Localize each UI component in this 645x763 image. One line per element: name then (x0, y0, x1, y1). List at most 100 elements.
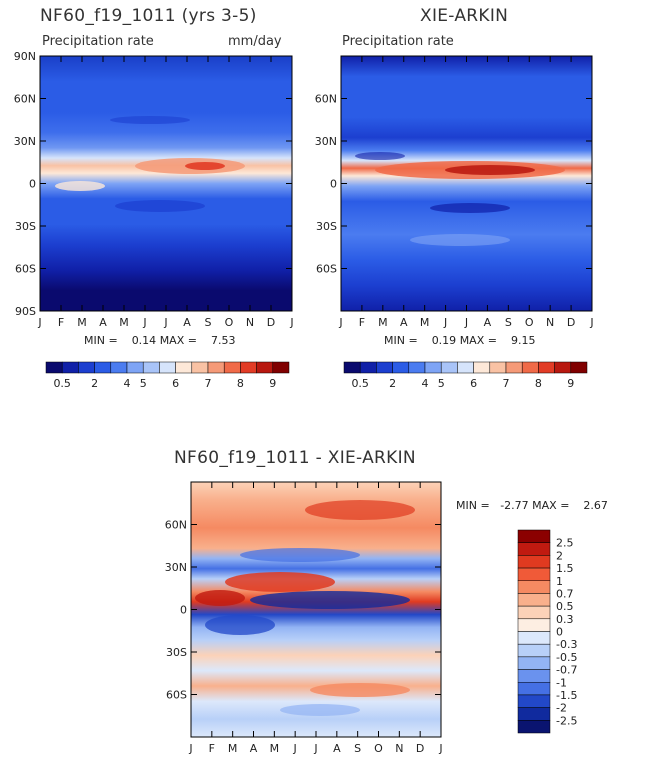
colorbar2-swatch (489, 361, 507, 374)
panel2-min-value: 0.19 (431, 334, 457, 347)
panel3-xtick-label: M (270, 742, 280, 755)
colorbar2-swatch (376, 361, 393, 374)
panel3-xtick-label: D (416, 742, 424, 755)
colorbar2-label: 8 (535, 377, 542, 390)
panel3-ytick-label: 30N (165, 561, 187, 574)
panel2-max-value: 9.15 (510, 334, 536, 347)
panel3-south-positive (310, 683, 410, 697)
panel1-xtick-label: F (58, 316, 64, 329)
colorbar3-swatch (517, 605, 551, 620)
panel1-stats: MIN = 0.14 MAX = 7.53 (84, 334, 235, 347)
colorbar1-swatch (45, 361, 63, 374)
panel2-xtick-label: F (359, 316, 365, 329)
colorbar3-swatch (517, 542, 551, 556)
panel2-xtick-label: N (546, 316, 554, 329)
panel2-ytick-label: 0 (330, 178, 337, 191)
panel2-xtick-label: A (484, 316, 492, 329)
colorbar2-label: 7 (503, 377, 510, 390)
panel2-xtick-label: M (420, 316, 430, 329)
panel3-max-label: MAX = (532, 499, 570, 512)
panel3-max-value: 2.67 (583, 499, 608, 512)
panel1-ytick-label: 60S (15, 263, 36, 276)
panel1-xtick-label: J (289, 316, 293, 329)
panel3-xtick-label: N (395, 742, 403, 755)
panel1-min-label: MIN = (84, 334, 118, 347)
panel1-itcz-core (185, 162, 225, 170)
colorbar2-swatch (521, 361, 539, 374)
panel3-xtick-label: J (438, 742, 442, 755)
colorbar2-swatch (392, 361, 410, 374)
colorbar3-swatch (517, 631, 551, 645)
panel1-subtitle: Precipitation rate (42, 34, 154, 49)
panel3-ytick-label: 30S (166, 646, 187, 659)
panel3-north-positive (305, 500, 415, 520)
panel3-xtick-label: O (374, 742, 383, 755)
panel1-xtick-label: S (205, 316, 212, 329)
panel3-ytick-label: 60N (165, 519, 187, 532)
colorbar2-swatch (505, 361, 523, 374)
panel3-xtick-label: A (333, 742, 341, 755)
colorbar3-label: -0.3 (556, 638, 577, 651)
panel2-ytick-label: 60S (316, 263, 337, 276)
panel2-ytick-label: 60N (315, 93, 337, 106)
colorbar1-label: 9 (269, 377, 276, 390)
panel3-xtick-label: J (188, 742, 192, 755)
colorbar1-swatch (272, 361, 290, 374)
panel2-stats: MIN = 0.19 MAX = 9.15 (384, 334, 535, 347)
colorbar3-label: 1.5 (556, 562, 574, 575)
colorbar3-label: 1 (556, 575, 563, 588)
colorbar1-swatch (240, 361, 257, 374)
panel2-xtick-label: O (525, 316, 534, 329)
panel1-xtick-label: N (246, 316, 254, 329)
colorbar3-label: 0.7 (556, 587, 574, 600)
panel2-xtick-label: S (505, 316, 512, 329)
colorbar2-swatch (554, 361, 572, 374)
colorbar3-swatch (517, 643, 551, 658)
panel3-stats: MIN = -2.77 MAX = 2.67 (456, 499, 608, 512)
panel2-itcz-core (445, 165, 535, 175)
panel3-west-positive (195, 590, 245, 606)
panel3-negative-core (250, 591, 410, 609)
colorbar1-swatch (223, 361, 241, 374)
colorbar1-swatch (126, 361, 144, 374)
panel1-ytick-label: 30N (14, 135, 36, 148)
panel3-xtick-label: M (228, 742, 238, 755)
panel2-xtick-label: M (378, 316, 388, 329)
colorbar1-label: 0.5 (53, 377, 71, 390)
colorbar3-swatch (517, 580, 551, 594)
panel2-max-label: MAX = (459, 334, 497, 347)
colorbar2-swatch (424, 361, 442, 374)
colorbar1-swatch (110, 361, 128, 374)
panel3-title: NF60_f19_1011 - XIE-ARKIN (174, 448, 416, 468)
panel3-xtick-label: S (354, 742, 361, 755)
panel2-dry-zone (430, 203, 510, 213)
panel3-west-negative (205, 615, 275, 635)
panel2-midlat (410, 234, 510, 246)
colorbar3-label: 2 (556, 549, 563, 562)
colorbar1-swatch (142, 361, 160, 374)
colorbar2-label: 9 (567, 377, 574, 390)
panel3-min-label: MIN = (456, 499, 490, 512)
colorbar3-swatch (517, 656, 551, 670)
panel1-ytick-label: 0 (29, 178, 36, 191)
colorbar1-label: 7 (205, 377, 212, 390)
panel1-xtick-label: M (77, 316, 87, 329)
panel3-background (191, 482, 441, 737)
panel1-field (40, 56, 292, 311)
colorbar1-swatch (61, 361, 79, 374)
panel2-ytick-label: 30S (316, 220, 337, 233)
colorbar3-swatch (517, 720, 551, 734)
colorbar3-label: -1 (556, 676, 567, 689)
panel3-min-value: -2.77 (500, 499, 529, 512)
panel1-xtick-label: M (119, 316, 129, 329)
colorbar3-swatch (517, 682, 551, 696)
colorbar3-label: -1.5 (556, 689, 577, 702)
panel1-ytick-label: 60N (14, 93, 36, 106)
colorbar3-label: 0 (556, 626, 563, 639)
colorbar2-label: 6 (470, 377, 477, 390)
colorbar3-swatch (517, 694, 551, 708)
panel1-xtick-label: D (267, 316, 275, 329)
colorbar3-label: -2.5 (556, 714, 577, 727)
